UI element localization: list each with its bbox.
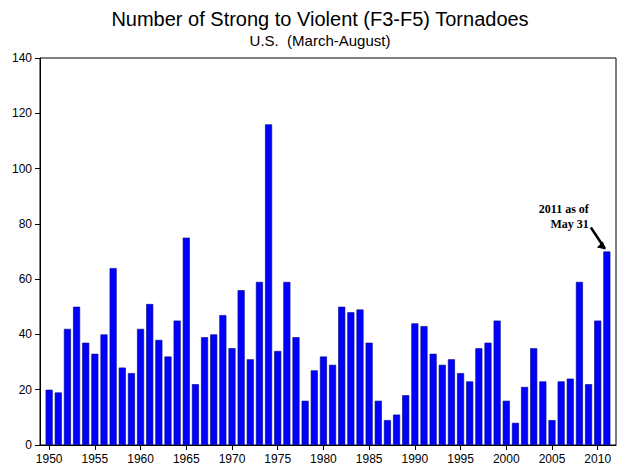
svg-text:1950: 1950	[36, 452, 63, 466]
svg-text:2000: 2000	[493, 452, 520, 466]
svg-text:140: 140	[12, 51, 32, 65]
svg-text:Number of Strong to Violent (F: Number of Strong to Violent (F3-F5) Torn…	[111, 8, 528, 30]
svg-text:May 31: May 31	[551, 217, 589, 231]
svg-text:1975: 1975	[264, 452, 291, 466]
svg-text:0: 0	[25, 438, 32, 452]
svg-text:1990: 1990	[402, 452, 429, 466]
svg-text:2005: 2005	[539, 452, 566, 466]
svg-text:1965: 1965	[173, 452, 200, 466]
svg-text:20: 20	[19, 383, 33, 397]
svg-text:1980: 1980	[310, 452, 337, 466]
svg-text:120: 120	[12, 106, 32, 120]
svg-text:1985: 1985	[356, 452, 383, 466]
svg-text:1955: 1955	[82, 452, 109, 466]
svg-text:1960: 1960	[127, 452, 154, 466]
svg-text:80: 80	[19, 217, 33, 231]
svg-text:100: 100	[12, 162, 32, 176]
svg-text:1995: 1995	[447, 452, 474, 466]
svg-text:60: 60	[19, 272, 33, 286]
svg-text:U.S. (March-August): U.S. (March-August)	[250, 32, 391, 49]
svg-text:40: 40	[19, 327, 33, 341]
svg-text:2010: 2010	[584, 452, 611, 466]
svg-text:1970: 1970	[219, 452, 246, 466]
svg-text:2011 as of: 2011 as of	[539, 202, 590, 216]
